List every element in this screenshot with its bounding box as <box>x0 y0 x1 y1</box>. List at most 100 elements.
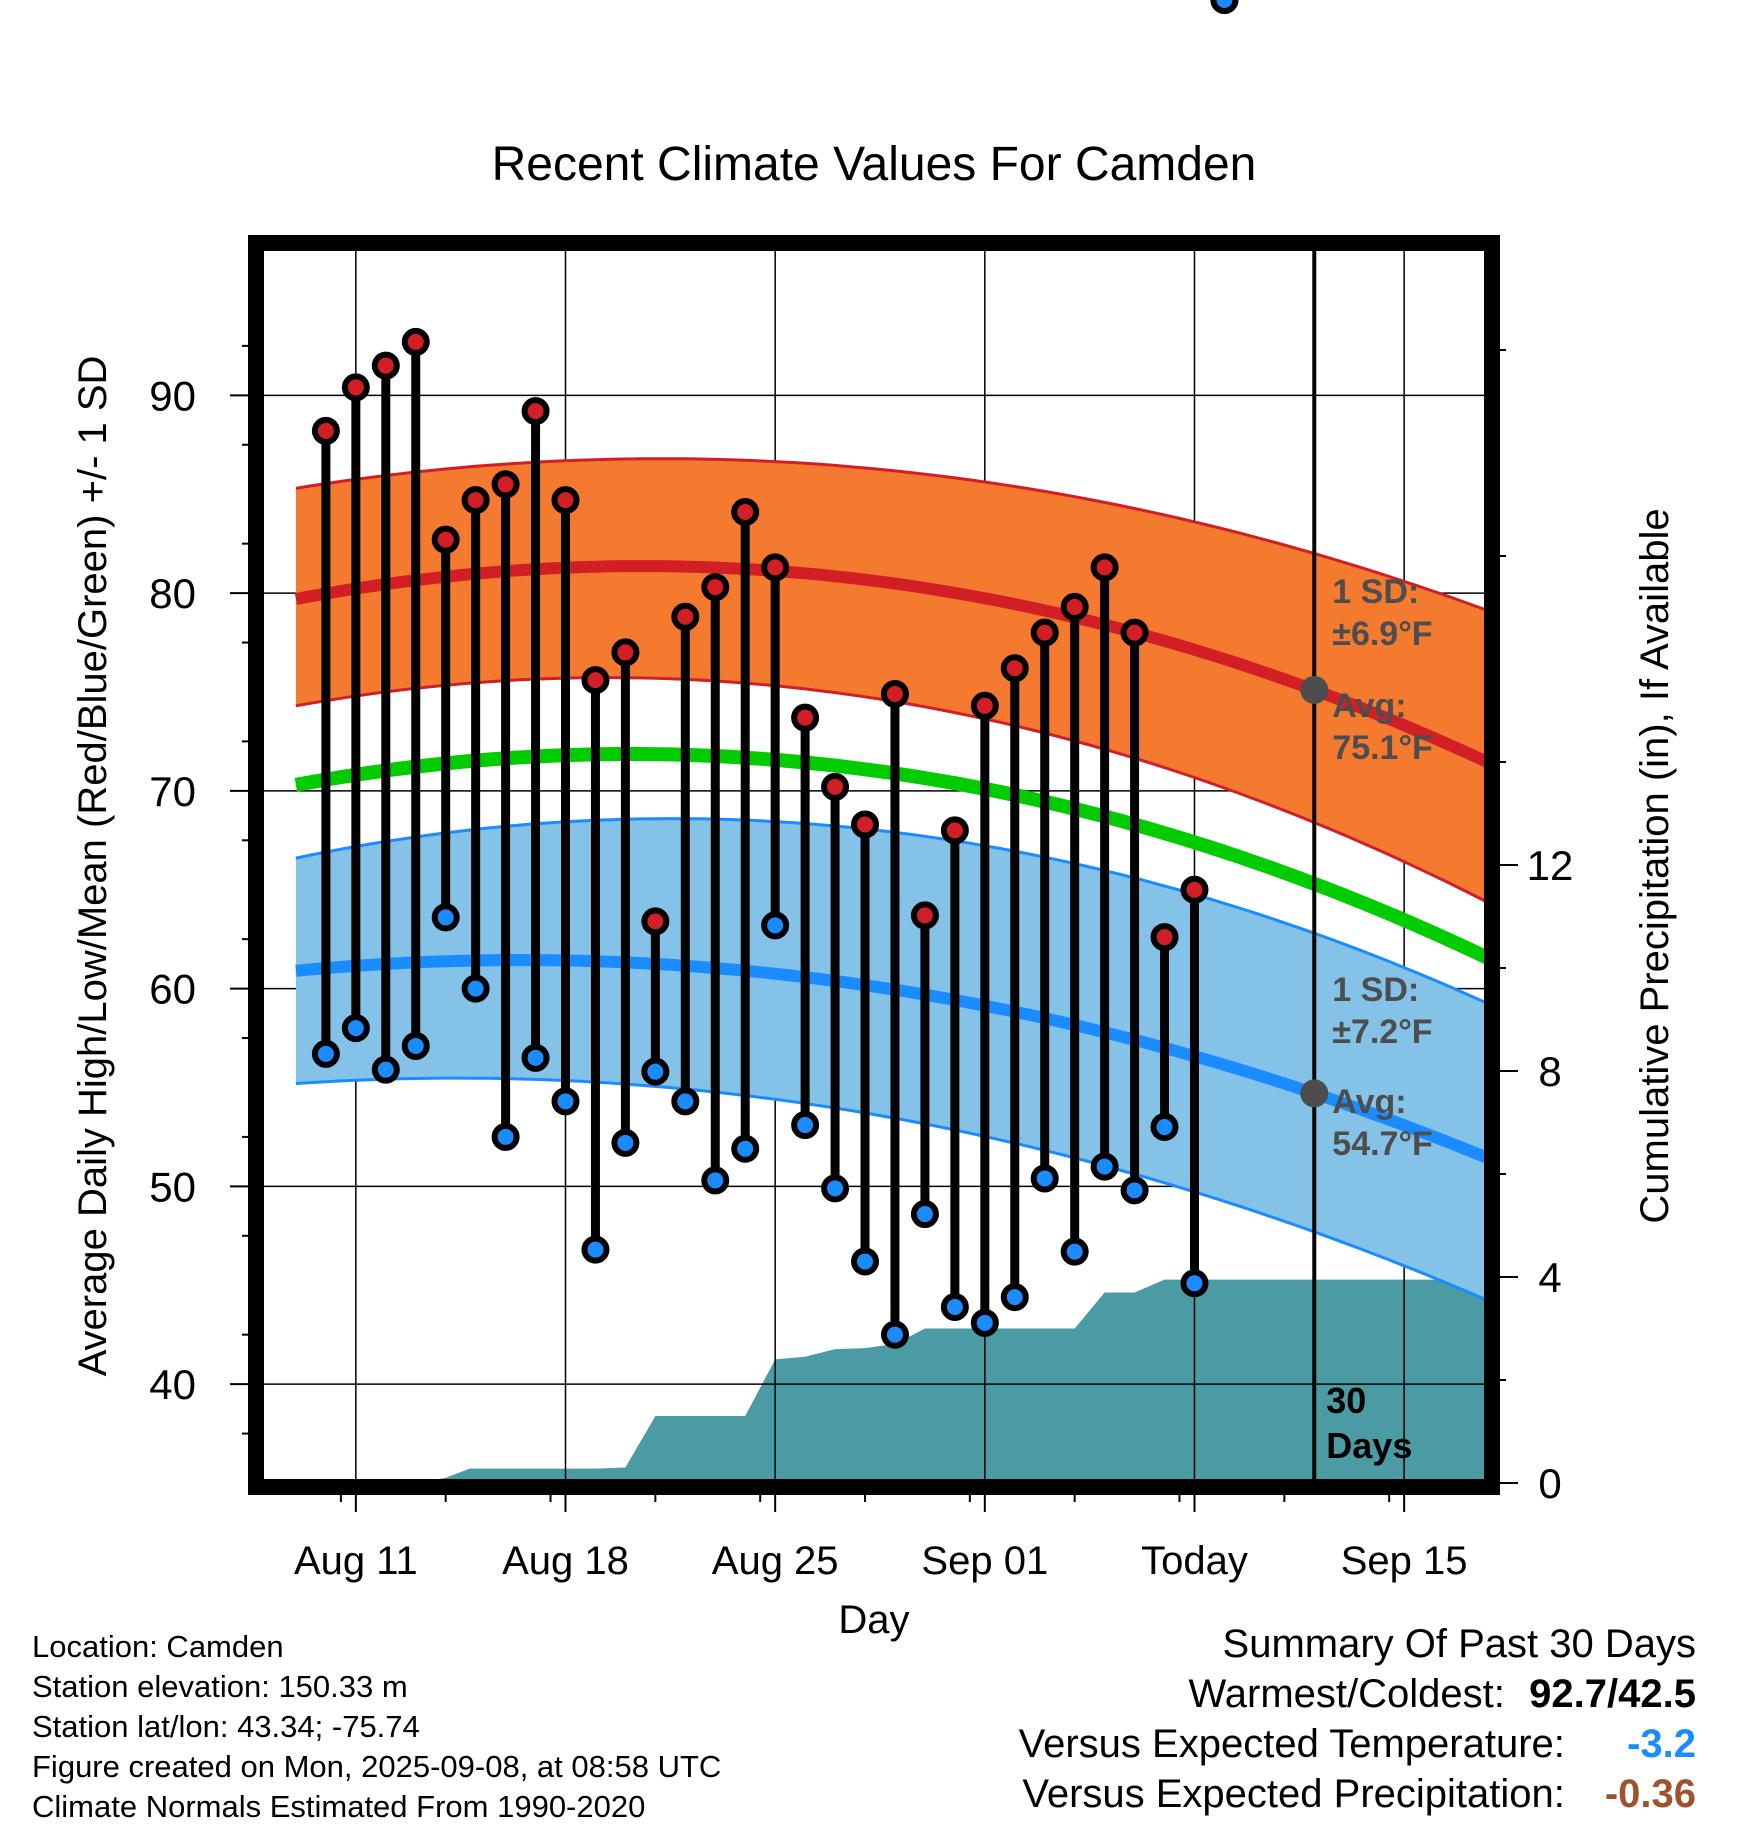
observed-low-point <box>970 1308 999 1337</box>
observed-high-point <box>371 351 400 380</box>
observed-high-point <box>641 907 670 936</box>
observed-low-point <box>761 911 790 940</box>
y-tick-label: 40 <box>149 1361 196 1408</box>
observed-high-point <box>1180 875 1209 904</box>
x-tick-label: Sep 01 <box>921 1539 1048 1583</box>
y-tick-label: 60 <box>149 966 196 1013</box>
avg-high-line <box>294 560 1497 771</box>
x-axis-label: Day <box>838 1598 909 1642</box>
observed-high-point <box>910 901 939 930</box>
y-tick-label: 70 <box>149 768 196 815</box>
footer-normals: Climate Normals Estimated From 1990-2020 <box>32 1789 646 1824</box>
summary-warmest: Warmest/Coldest: 92.7/42.5 <box>1189 1672 1697 1717</box>
low-sd-label: 1 SD: <box>1332 971 1419 1009</box>
days-count-label: 30 <box>1326 1380 1366 1421</box>
observed-high-point <box>1090 553 1119 582</box>
observed-low-point <box>611 1128 640 1157</box>
observed-low-point <box>1210 0 1239 14</box>
observed-high-point <box>701 573 730 602</box>
observed-low-point <box>311 1039 340 1068</box>
low-sd-value: ±7.2°F <box>1332 1013 1432 1051</box>
summary-temp-value: -3.2 <box>1627 1722 1696 1766</box>
observed-high-point <box>940 816 969 845</box>
observed-low-point <box>880 1320 909 1349</box>
high-sd-upper-line <box>295 457 1495 615</box>
summary-precip: Versus Expected Precipitation: -0.36 <box>1022 1772 1696 1817</box>
observed-low-point <box>1030 1164 1059 1193</box>
observed-low-point <box>791 1111 820 1140</box>
observed-high-point <box>821 772 850 801</box>
observed-low-point <box>1000 1283 1029 1312</box>
observed-low-point <box>1060 1237 1089 1266</box>
observed-low-point <box>701 1166 730 1195</box>
x-tick-label: Today <box>1141 1539 1248 1583</box>
x-tick-label: Aug 18 <box>502 1539 629 1583</box>
observed-high-point <box>461 486 490 515</box>
observed-low-point <box>581 1235 610 1264</box>
observed-high-point <box>731 497 760 526</box>
observed-low-point <box>910 1200 939 1229</box>
plot-frame <box>248 235 1500 1495</box>
observed-high-point <box>1000 654 1029 683</box>
low-avg-value: 54.7°F <box>1332 1125 1433 1163</box>
observed-low-point <box>551 1087 580 1116</box>
observed-low-point <box>491 1122 520 1151</box>
observed-low-point <box>641 1057 670 1086</box>
observed-low-point <box>371 1055 400 1084</box>
observed-low-point <box>461 974 490 1003</box>
high-sd-label: 1 SD: <box>1332 573 1419 611</box>
observed-high-point <box>581 666 610 695</box>
observed-high-point <box>611 638 640 667</box>
summary-warmest-label: Warmest/Coldest: <box>1188 1672 1505 1716</box>
summary-warmest-value: 92.7/42.5 <box>1529 1672 1696 1716</box>
observed-low-point <box>851 1247 880 1276</box>
observed-high-point <box>551 486 580 515</box>
observed-high-point <box>521 397 550 426</box>
observed-low-point <box>431 903 460 932</box>
observed-high-point <box>791 703 820 732</box>
summary-title: Summary Of Past 30 Days <box>1222 1622 1696 1666</box>
y-tick-label: 90 <box>149 372 196 419</box>
observed-low-point <box>1090 1152 1119 1181</box>
y2-axis-label: Cumulative Precipitation (in), If Availa… <box>1633 508 1677 1223</box>
observed-low-point <box>1150 1113 1179 1142</box>
observed-low-point <box>401 1031 430 1060</box>
y2-tick-label: 4 <box>1538 1254 1561 1301</box>
observed-high-point <box>341 373 370 402</box>
y-tick-label: 80 <box>149 570 196 617</box>
summary-temp: Versus Expected Temperature: -3.2 <box>1019 1722 1696 1767</box>
observed-low-point <box>940 1292 969 1321</box>
summary-precip-value: -0.36 <box>1604 1772 1696 1816</box>
y-axis-label: Average Daily High/Low/Mean (Red/Blue/Gr… <box>71 356 115 1377</box>
chart-title: Recent Climate Values For Camden <box>492 138 1257 191</box>
low-avg-label: Avg: <box>1332 1083 1406 1121</box>
observed-high-point <box>401 327 430 356</box>
x-tick-label: Aug 25 <box>712 1539 839 1583</box>
days-word-label: Days <box>1326 1425 1412 1466</box>
observed-low-point <box>521 1043 550 1072</box>
precipitation-area <box>295 1279 1488 1483</box>
y2-tick-label: 12 <box>1527 842 1574 889</box>
observed-low-point <box>731 1134 760 1163</box>
observed-high-point <box>761 553 790 582</box>
y2-tick-label: 0 <box>1538 1460 1561 1507</box>
x-tick-label: Aug 11 <box>294 1539 418 1583</box>
observed-high-point <box>880 679 909 708</box>
observed-low-point <box>1180 1269 1209 1298</box>
observed-high-point <box>491 470 520 499</box>
observed-high-point <box>1150 923 1179 952</box>
footer-latlon: Station lat/lon: 43.34; -75.74 <box>32 1709 420 1744</box>
observed-low-point <box>1120 1176 1149 1205</box>
high-sd-value: ±6.9°F <box>1332 615 1432 653</box>
observed-low-point <box>821 1174 850 1203</box>
high-avg-value: 75.1°F <box>1332 729 1433 767</box>
y-tick-label: 50 <box>149 1163 196 1210</box>
footer-created: Figure created on Mon, 2025-09-08, at 08… <box>32 1749 722 1784</box>
summary-precip-label: Versus Expected Precipitation: <box>1022 1772 1565 1816</box>
observed-high-point <box>311 416 340 445</box>
today-avg-low-marker <box>1300 1079 1329 1108</box>
observed-high-point <box>431 525 460 554</box>
high-avg-label: Avg: <box>1332 687 1406 725</box>
y2-tick-label: 8 <box>1538 1048 1561 1095</box>
